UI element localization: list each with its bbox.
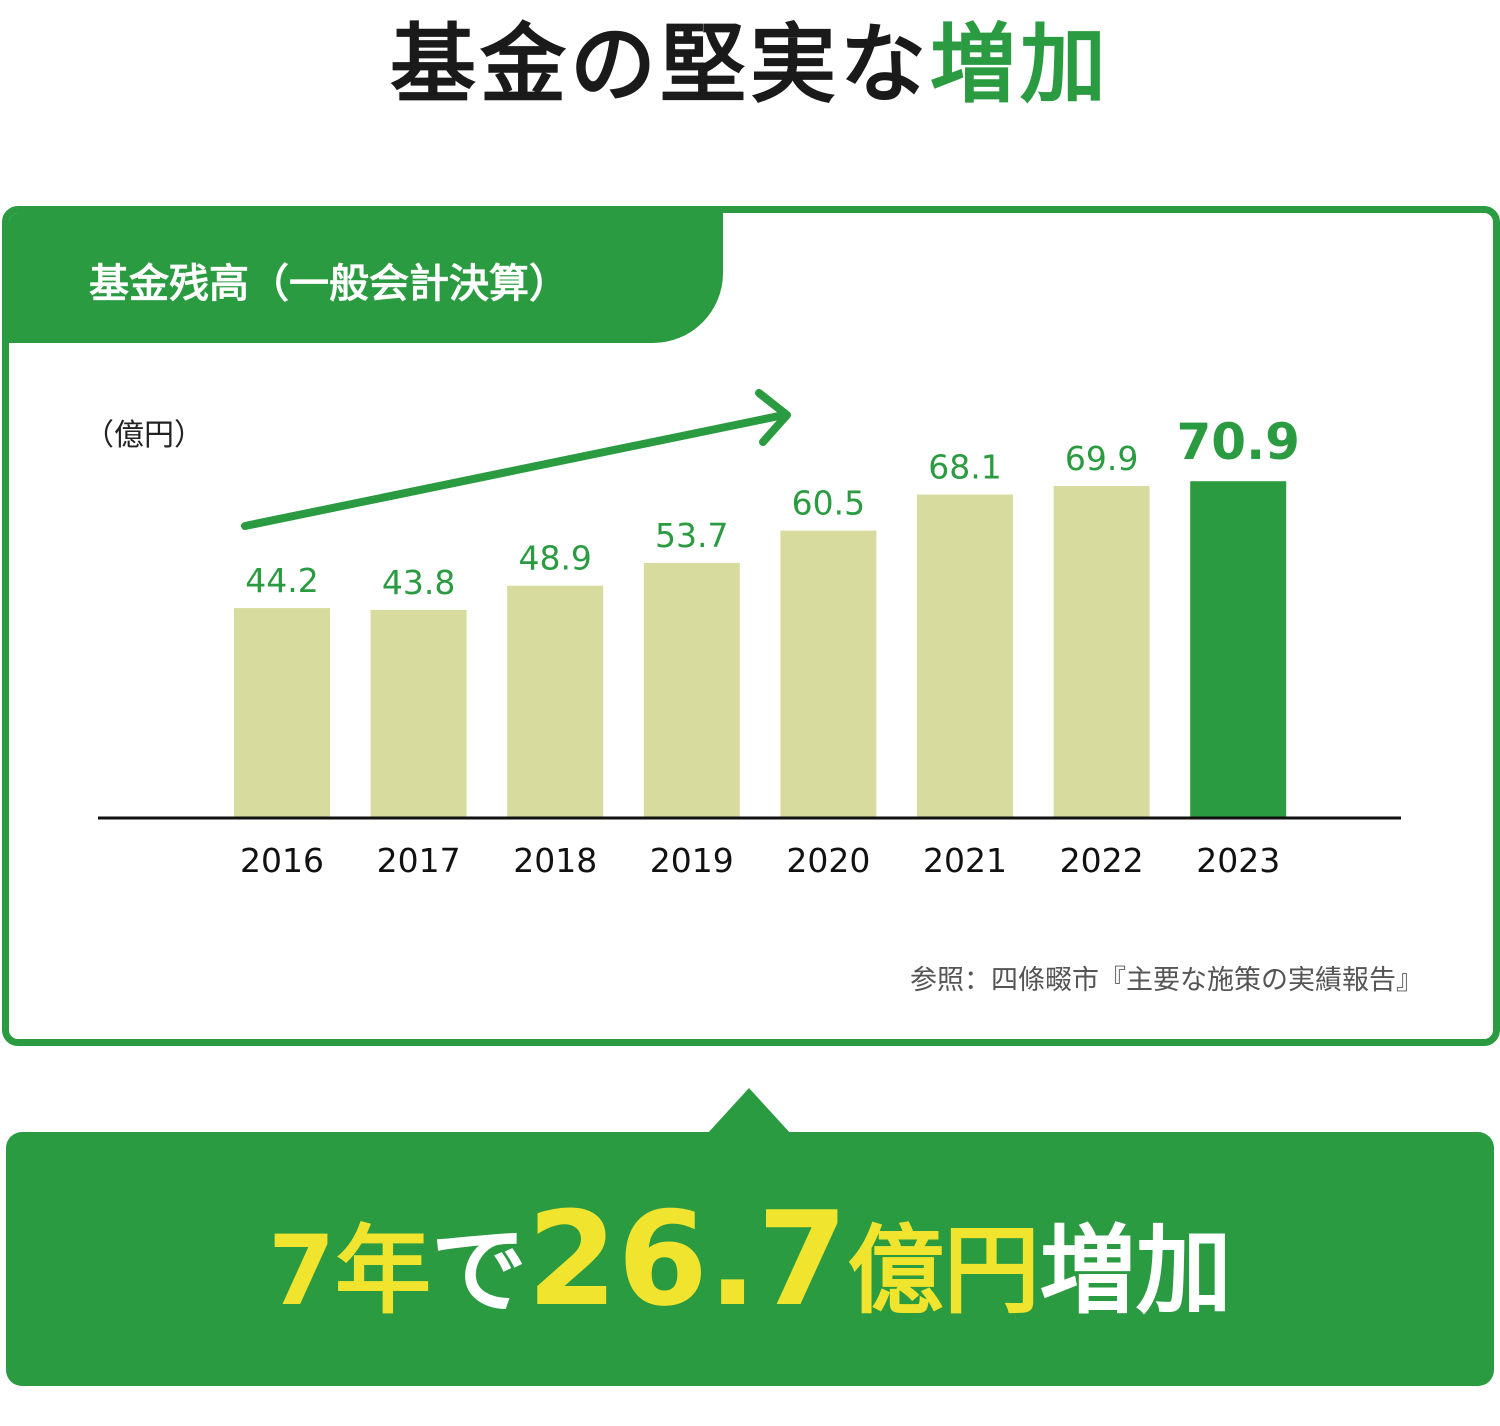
value-label-2019: 53.7	[655, 516, 728, 555]
value-label-2017: 43.8	[382, 563, 455, 602]
callout-pointer	[707, 1088, 791, 1134]
value-label-2023: 70.9	[1177, 413, 1300, 471]
callout-de: で	[431, 1215, 528, 1327]
headline-main: 基金の堅実な	[390, 15, 930, 115]
x-tick-label-2022: 2022	[1060, 841, 1144, 880]
value-label-2018: 48.9	[518, 539, 591, 578]
bar-2020	[780, 530, 877, 818]
headline-accent: 増加	[930, 15, 1110, 115]
y-axis-unit-label: （億円）	[84, 418, 204, 453]
x-tick-label-2020: 2020	[786, 841, 870, 880]
bar-2017	[370, 609, 467, 818]
x-tick-label-2019: 2019	[650, 841, 734, 880]
x-tick-label-2021: 2021	[923, 841, 1007, 880]
trend-arrow-icon	[241, 389, 791, 530]
value-label-2016: 44.2	[245, 561, 318, 600]
headline: 基金の堅実な増加	[0, 0, 1500, 130]
bar-2022	[1053, 485, 1150, 818]
bar-2021	[917, 494, 1013, 818]
callout-years: 7年	[268, 1215, 432, 1327]
callout-amount: 26.7	[527, 1183, 848, 1335]
chart-panel: 基金残高（一般会計決算） （億円） 44.2 2016 43.8 2017 48.9 20…	[2, 206, 1500, 1046]
value-label-2022: 69.9	[1065, 439, 1138, 478]
callout-text: 7年で26.7億円増加	[6, 1132, 1494, 1386]
x-tick-label-2018: 2018	[513, 841, 597, 880]
bar-2023	[1190, 481, 1287, 818]
bar-2018	[507, 585, 604, 818]
x-tick-label-2017: 2017	[377, 841, 461, 880]
bar-2019	[643, 562, 740, 818]
panel-title: 基金残高（一般会計決算）	[89, 261, 569, 307]
callout-banner: 7年で26.7億円増加	[6, 1132, 1494, 1386]
value-label-2020: 60.5	[792, 484, 865, 523]
x-tick-label-2023: 2023	[1196, 841, 1280, 880]
value-label-2021: 68.1	[928, 448, 1001, 487]
source-note: 参照：四條畷市『主要な施策の実績報告』	[910, 965, 1423, 996]
callout-unit: 億円	[847, 1215, 1040, 1327]
callout-increase: 増加	[1039, 1215, 1232, 1327]
x-tick-label-2016: 2016	[240, 841, 324, 880]
bar-chart: （億円） 44.2 2016 43.8 2017 48.9 2018 53.7 2019 60.…	[84, 389, 1401, 880]
panel-tab	[9, 213, 723, 343]
bar-2016	[234, 608, 330, 818]
